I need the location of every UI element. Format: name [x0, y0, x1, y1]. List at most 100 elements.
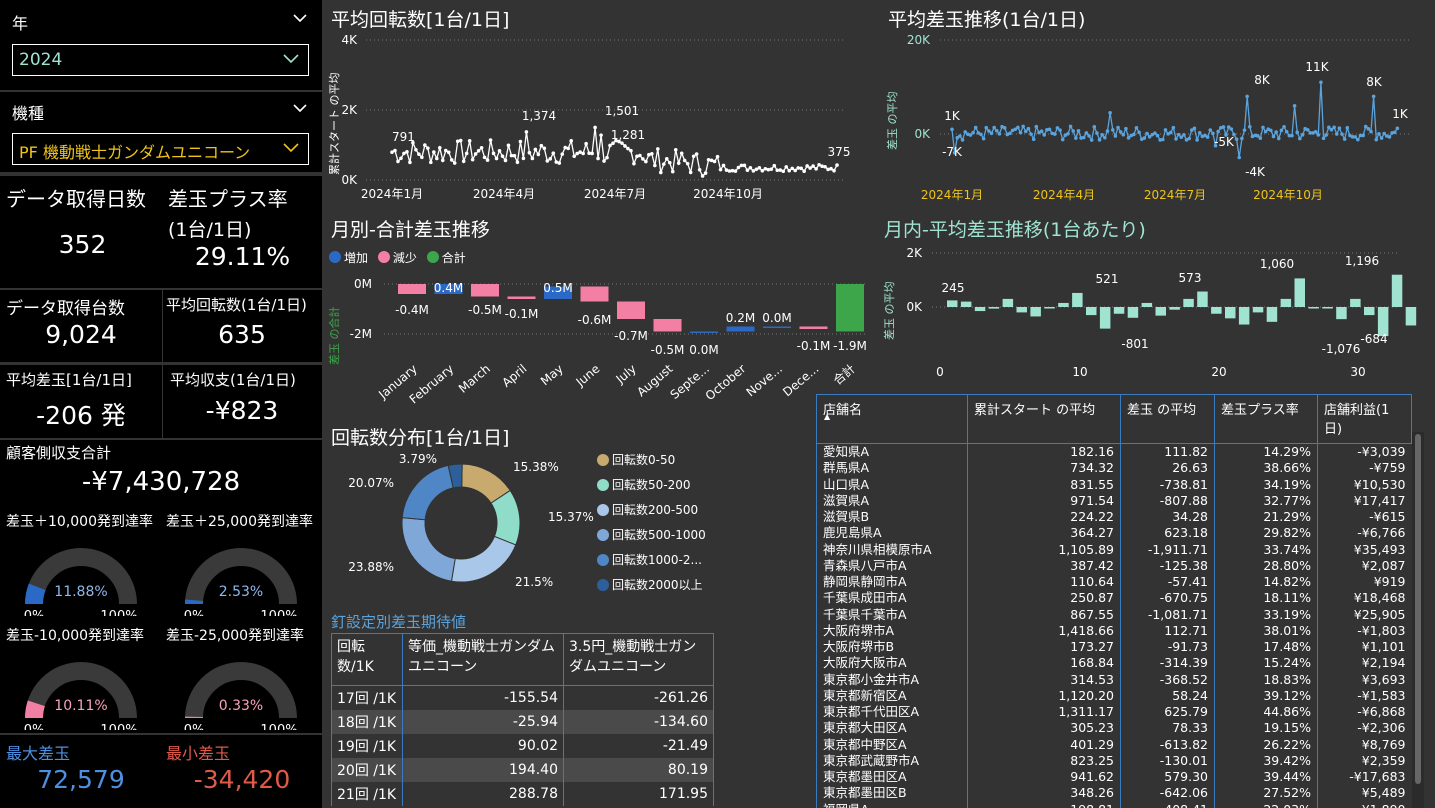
legend-dot-icon: [377, 251, 390, 263]
data-point: [1103, 135, 1107, 140]
bar: [1322, 307, 1333, 309]
data-point: [971, 130, 975, 135]
data-point: [715, 154, 720, 159]
table-row[interactable]: 東京都大田区A 305.23 78.33 19.15% -¥2,306: [816, 720, 1412, 737]
column-header[interactable]: 店舗利益(1日): [1317, 394, 1412, 444]
data-point: [1276, 136, 1281, 141]
gauge-max: 100%: [100, 609, 137, 616]
table-row[interactable]: 神奈川県相模原市A 1,105.89 -1,911.71 33.74% ¥35,493: [816, 541, 1412, 558]
table-cell: 1,311.17: [967, 704, 1121, 721]
data-point: [596, 156, 600, 161]
table-row[interactable]: 東京都新宿区A 1,120.20 58.24 39.12% -¥1,583: [816, 687, 1412, 704]
table-row[interactable]: 東京都千代田区A 1,311.17 625.79 44.86% -¥6,868: [816, 704, 1412, 721]
table-row[interactable]: 静岡県静岡市A 110.64 -57.41 14.82% ¥919: [816, 574, 1412, 591]
column-header-store[interactable]: 店舗名 ▲: [816, 394, 968, 444]
gauge-arc: 10.11% 0% 100%: [24, 662, 138, 730]
column-header[interactable]: 等価_機動戦士ガンダムユニコーン: [402, 633, 564, 686]
table-row[interactable]: 千葉県千葉市A 867.55 -1,081.71 33.19% ¥25,905: [816, 606, 1412, 623]
data-point: [417, 152, 421, 156]
table-row[interactable]: 愛知県A 182.16 111.82 14.29% -¥3,039: [816, 443, 1412, 461]
gauge-track: [185, 662, 297, 719]
column-header[interactable]: 差玉 の平均: [1120, 394, 1215, 444]
table-row[interactable]: 大阪府堺市A 1,418.66 112.71 38.01% -¥1,803: [816, 622, 1412, 639]
data-point: [1363, 124, 1368, 129]
data-point: [641, 157, 645, 161]
legend-item: 回転数2000以上: [612, 577, 703, 592]
data-point: [751, 169, 756, 173]
chevron-down-icon[interactable]: [292, 12, 308, 24]
data-point: [763, 166, 768, 171]
table-row[interactable]: 大阪府大阪市A 168.84 -314.39 15.24% ¥2,194: [816, 655, 1412, 672]
chevron-down-icon: [283, 143, 299, 153]
column-header[interactable]: 3.5円_機動戦士ガンダムユニコーン: [563, 633, 714, 686]
waterfall-bar: [836, 284, 864, 332]
gauge-min: 0%: [184, 609, 205, 616]
data-label: -0.5M: [468, 303, 502, 317]
data-point: [1345, 126, 1350, 130]
data-point: [1105, 129, 1110, 133]
year-dropdown[interactable]: 2024: [12, 44, 309, 76]
waterfall-bar: [763, 326, 791, 328]
data-point: [476, 148, 481, 153]
table-cell: -¥2,306: [1317, 720, 1412, 737]
table-cell: -613.82: [1120, 736, 1215, 753]
table-cell: 623.18: [1120, 525, 1215, 542]
data-point: [1155, 133, 1160, 138]
table-row[interactable]: 大阪府堺市B 173.27 -91.73 17.48% ¥1,101: [816, 639, 1412, 656]
table-row[interactable]: 群馬県A 734.32 26.63 38.66% -¥759: [816, 460, 1412, 477]
scrollbar-thumb[interactable]: [1415, 434, 1421, 784]
table-row[interactable]: 鹿児島県A 364.27 623.18 29.82% -¥6,766: [816, 525, 1412, 542]
table-row[interactable]: 東京都墨田区A 941.62 579.30 39.44% -¥17,683: [816, 769, 1412, 786]
nail-table-title: 釘設定別差玉期待値: [331, 613, 467, 631]
bar: [1294, 278, 1305, 307]
column-header[interactable]: 差玉プラス率: [1214, 394, 1318, 444]
table-row[interactable]: 滋賀県A 971.54 -807.88 32.77% ¥17,417: [816, 492, 1412, 509]
x-tick: May: [538, 362, 566, 389]
data-point: [464, 151, 469, 156]
table-cell: 579.30: [1120, 769, 1215, 786]
data-point: [706, 158, 711, 162]
table-cell: -642.06: [1120, 785, 1215, 802]
gauge-track: [25, 662, 137, 719]
data-point: [1031, 137, 1036, 142]
data-point: [393, 148, 397, 153]
data-point: [396, 159, 400, 164]
table-cell: 大阪府堺市A: [816, 622, 968, 639]
table-cell: 19回 /1K: [331, 734, 403, 758]
table-row[interactable]: 山口県A 831.55 -738.81 34.19% ¥10,530: [816, 476, 1412, 493]
scrollbar[interactable]: [1412, 432, 1424, 808]
table-row[interactable]: 福岡県A198.81408.4122.03%-¥1,890: [816, 801, 1412, 808]
data-point: [787, 168, 792, 173]
table-row[interactable]: 東京都墨田区B 348.26 -642.06 27.52% ¥5,489: [816, 785, 1412, 802]
table-row[interactable]: 東京都小金井市A 314.53 -368.52 18.83% ¥3,693: [816, 671, 1412, 688]
data-point: [563, 145, 568, 150]
data-point: [784, 165, 789, 169]
table-row[interactable]: 東京都中野区A 401.29 -613.82 26.22% ¥8,769: [816, 736, 1412, 753]
store-table-container[interactable]: 店舗名 ▲ 累計スタート の平均 差玉 の平均 差玉プラス率 店舗利益(1日) 愛…: [816, 394, 1424, 808]
table-row[interactable]: 千葉県成田市A 250.87 -670.75 18.11% ¥18,468: [816, 590, 1412, 607]
data-point: [1008, 131, 1012, 136]
column-header[interactable]: 回転数/1K: [331, 633, 403, 686]
data-point: [700, 174, 705, 178]
table-row[interactable]: 滋賀県B 224.22 34.28 21.29% -¥615: [816, 509, 1412, 526]
legend-dot-icon: [597, 579, 609, 591]
table-row[interactable]: 東京都武蔵野市A 823.25 -130.01 39.42% ¥2,359: [816, 752, 1412, 769]
bar: [1238, 307, 1250, 325]
table-row[interactable]: 青森県八戸市A 387.42 -125.38 28.80% ¥2,087: [816, 557, 1412, 574]
gauge-arc: 11.88% 0% 100%: [24, 548, 138, 616]
model-dropdown[interactable]: PF 機動戦士ガンダムユニコーン: [12, 133, 309, 165]
data-point: [1058, 128, 1062, 132]
table-cell: 1,418.66: [967, 622, 1121, 639]
x-tick: April: [499, 362, 529, 390]
data-point: [548, 156, 553, 161]
data-point: [1097, 138, 1102, 142]
table-cell: 東京都中野区A: [816, 736, 968, 753]
plus-rate-label: 差玉プラス率: [168, 187, 288, 211]
column-header[interactable]: 累計スタート の平均: [967, 394, 1121, 444]
chevron-down-icon[interactable]: [292, 102, 308, 114]
data-point: [1332, 125, 1336, 130]
table-cell: ¥1,101: [1317, 639, 1412, 656]
data-point: [748, 165, 753, 170]
bar: [988, 307, 1000, 309]
data-point: [1179, 135, 1184, 139]
